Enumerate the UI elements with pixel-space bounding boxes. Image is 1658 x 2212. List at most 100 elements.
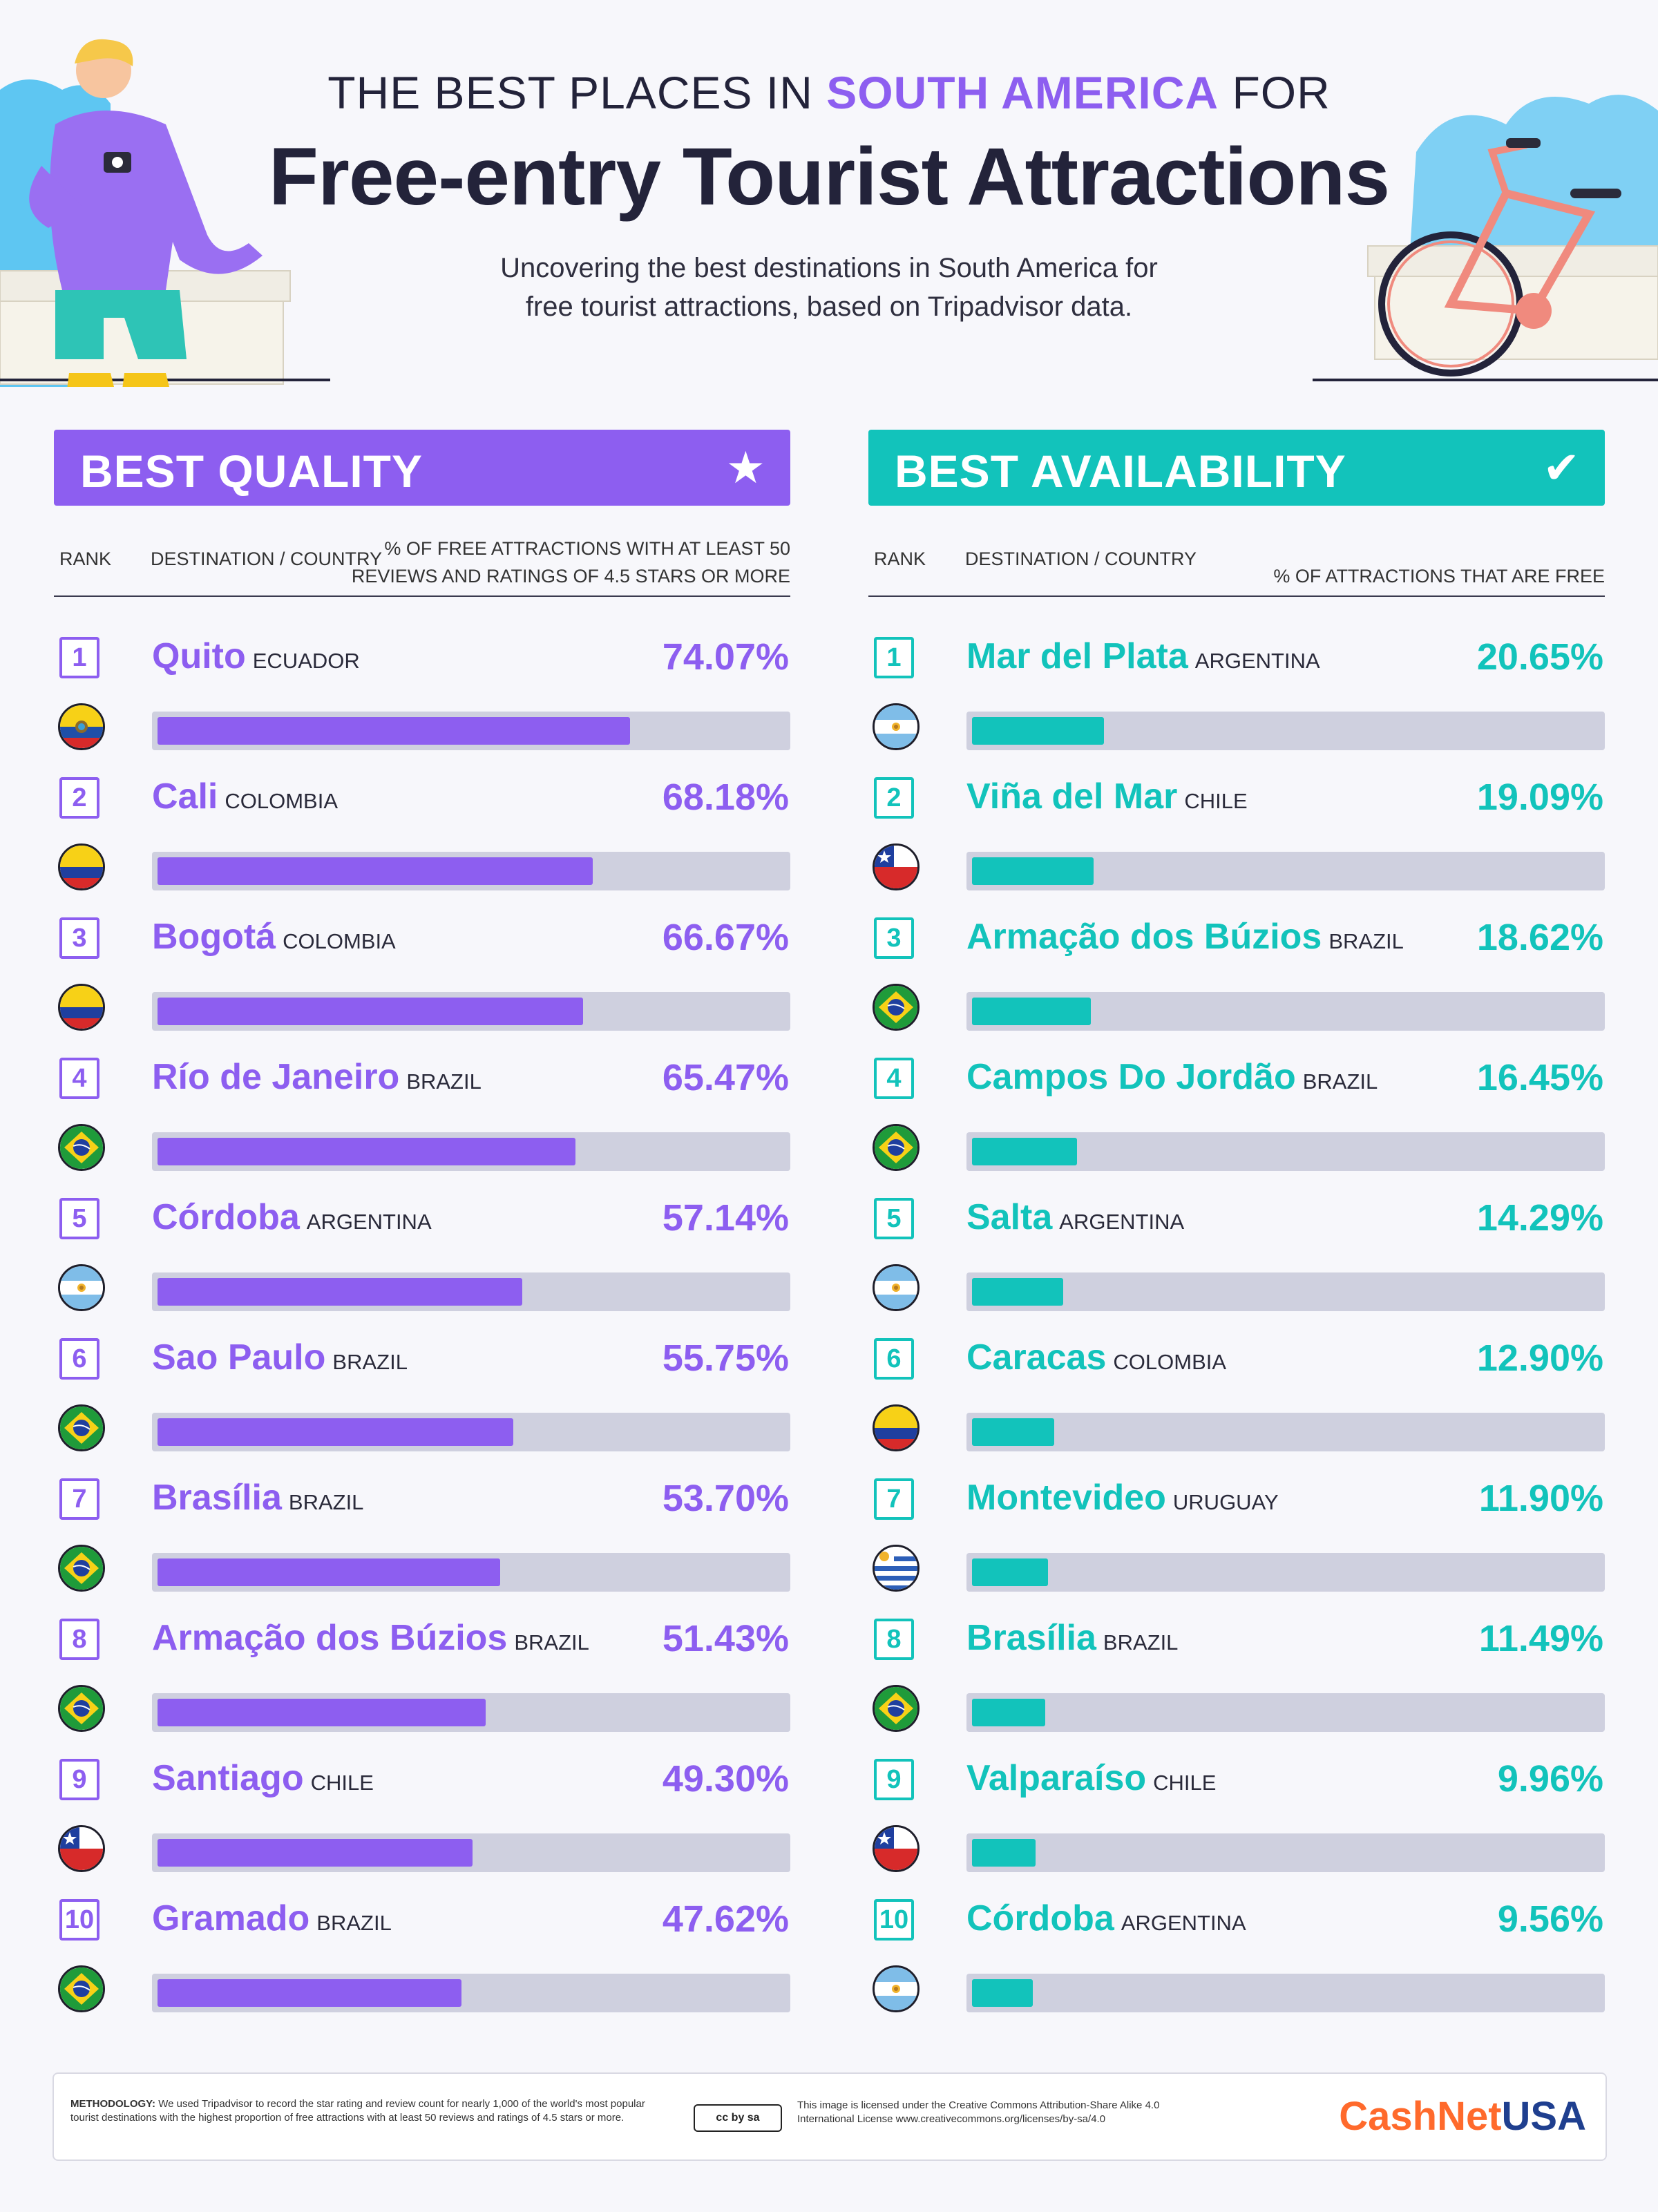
destination-label: Córdoba ARGENTINA	[152, 1196, 432, 1238]
bar	[972, 1278, 1063, 1306]
quality-column-headers: RANK DESTINATION / COUNTRY % OF FREE ATT…	[54, 506, 790, 595]
bar	[158, 1418, 514, 1446]
subtitle: Uncovering the best destinations in Sout…	[414, 249, 1244, 326]
brazil-flag-icon	[873, 1124, 919, 1171]
ranking-row: 8 Brasília BRAZIL 11.49%	[868, 1594, 1605, 1734]
chile-flag-icon	[873, 1825, 919, 1872]
destination-label: Valparaíso CHILE	[966, 1757, 1216, 1799]
methodology-note: METHODOLOGY: We used Tripadvisor to reco…	[70, 2097, 665, 2125]
availability-title: BEST AVAILABILITY	[895, 446, 1346, 497]
destination-label: Gramado BRAZIL	[152, 1898, 392, 1939]
value-header: % OF ATTRACTIONS THAT ARE FREE	[1273, 535, 1605, 590]
ecuador-flag-icon	[58, 703, 105, 750]
bar-track	[152, 1974, 790, 2012]
availability-banner: BEST AVAILABILITY ✔	[868, 430, 1605, 506]
bar	[972, 1418, 1055, 1446]
city-name: Brasília	[152, 1478, 282, 1518]
title-pre: THE BEST PLACES IN	[327, 67, 813, 118]
country-name: BRAZIL	[1302, 1069, 1378, 1094]
city-name: Caracas	[966, 1337, 1107, 1377]
city-name: Córdoba	[152, 1197, 300, 1237]
country-name: COLOMBIA	[225, 789, 339, 813]
destination-label: Cali COLOMBIA	[152, 776, 338, 817]
bar-track	[152, 1833, 790, 1872]
ranking-row: 3 Bogotá COLOMBIA 66.67%	[54, 893, 790, 1033]
country-name: COLOMBIA	[283, 929, 396, 953]
bar	[158, 1138, 575, 1165]
brazil-flag-icon	[873, 984, 919, 1031]
ranking-row: 9 Santiago CHILE 49.30%	[54, 1734, 790, 1874]
ranking-row: 3 Armação dos Búzios BRAZIL 18.62%	[868, 893, 1605, 1033]
city-name: Montevideo	[966, 1478, 1166, 1518]
title-line-1: THE BEST PLACES IN SOUTH AMERICA FOR	[0, 66, 1658, 119]
ranking-row: 9 Valparaíso CHILE 9.96%	[868, 1734, 1605, 1874]
value-label: 16.45%	[1476, 1057, 1603, 1098]
bar-track	[966, 1272, 1605, 1311]
quality-title: BEST QUALITY	[80, 446, 423, 497]
country-name: BRAZIL	[514, 1630, 589, 1655]
bar-track	[966, 852, 1605, 890]
destination-label: Sao Paulo BRAZIL	[152, 1337, 408, 1378]
destination-label: Brasília BRAZIL	[152, 1477, 363, 1518]
country-name: ECUADOR	[252, 649, 360, 673]
bar-track	[152, 1272, 790, 1311]
country-name: CHILE	[1153, 1771, 1217, 1795]
value-label: 18.62%	[1476, 917, 1603, 958]
colombia-flag-icon	[58, 843, 105, 890]
ranking-row: 1 Mar del Plata ARGENTINA 20.65%	[868, 612, 1605, 752]
value-header-line-1: % OF FREE ATTRACTIONS WITH AT LEAST 50	[384, 538, 790, 559]
value-label: 51.43%	[662, 1618, 789, 1659]
chile-flag-icon	[58, 1825, 105, 1872]
country-name: BRAZIL	[288, 1490, 364, 1514]
country-name: URUGUAY	[1172, 1490, 1279, 1514]
bar	[158, 998, 583, 1025]
value-label: 66.67%	[662, 917, 789, 958]
value-label: 11.49%	[1478, 1618, 1603, 1659]
bar	[972, 1558, 1048, 1586]
rank-badge: 10	[59, 1899, 99, 1941]
value-label: 9.96%	[1497, 1758, 1603, 1800]
bar	[158, 1278, 522, 1306]
value-label: 68.18%	[662, 776, 789, 818]
bar-track	[152, 992, 790, 1031]
bar	[158, 717, 631, 745]
checkmark-icon: ✔	[1543, 443, 1580, 493]
country-name: BRAZIL	[332, 1350, 408, 1374]
city-name: Mar del Plata	[966, 636, 1188, 676]
rank-badge: 2	[59, 777, 99, 819]
destination-header: DESTINATION / COUNTRY	[151, 549, 383, 569]
bar-track	[966, 1132, 1605, 1171]
brand-part-1: CashNet	[1339, 2094, 1502, 2139]
country-name: ARGENTINA	[1121, 1911, 1246, 1935]
city-name: Armação dos Búzios	[966, 917, 1322, 957]
bar	[158, 1979, 461, 2007]
bar-track	[966, 1413, 1605, 1451]
argentina-flag-icon	[873, 1264, 919, 1311]
destination-label: Santiago CHILE	[152, 1757, 374, 1799]
ranking-row: 7 Brasília BRAZIL 53.70%	[54, 1453, 790, 1594]
value-label: 55.75%	[662, 1337, 789, 1379]
title-post: FOR	[1232, 67, 1331, 118]
chile-flag-icon	[873, 843, 919, 890]
rank-badge: 8	[59, 1619, 99, 1660]
rank-badge: 3	[874, 917, 914, 959]
subtitle-line-1: Uncovering the best destinations in Sout…	[500, 253, 1158, 283]
bar	[972, 1979, 1033, 2007]
country-name: BRAZIL	[316, 1911, 392, 1935]
ranking-row: 4 Campos Do Jordão BRAZIL 16.45%	[868, 1033, 1605, 1173]
brazil-flag-icon	[58, 1965, 105, 2012]
rank-badge: 1	[874, 637, 914, 678]
destination-label: Córdoba ARGENTINA	[966, 1898, 1246, 1939]
rank-badge: 4	[59, 1058, 99, 1099]
brazil-flag-icon	[58, 1545, 105, 1592]
colombia-flag-icon	[58, 984, 105, 1031]
rank-header: RANK	[59, 549, 112, 569]
value-label: 19.09%	[1476, 776, 1603, 818]
bar-track	[966, 992, 1605, 1031]
value-label: 49.30%	[662, 1758, 789, 1800]
header-divider	[868, 595, 1605, 597]
argentina-flag-icon	[873, 703, 919, 750]
subtitle-line-2: free tourist attractions, based on Tripa…	[525, 292, 1133, 322]
ranking-row: 6 Sao Paulo BRAZIL 55.75%	[54, 1313, 790, 1453]
ranking-row: 6 Caracas COLOMBIA 12.90%	[868, 1313, 1605, 1453]
